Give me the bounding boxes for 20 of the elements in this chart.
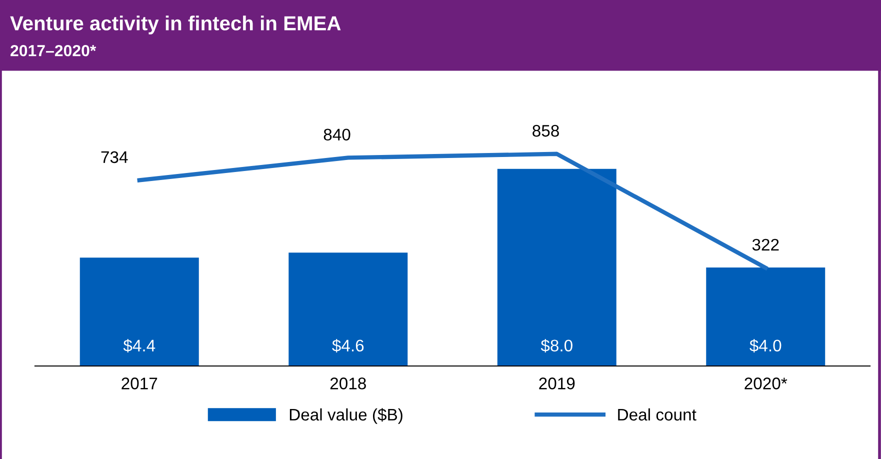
x-tick-label: 2018 xyxy=(330,378,366,390)
x-tick-label: 2019 xyxy=(539,378,575,390)
bar xyxy=(80,258,199,366)
data-label: $4.6 xyxy=(332,339,364,352)
data-label: $4.0 xyxy=(750,339,782,352)
legend-label: Deal count xyxy=(618,408,696,421)
legend-label: Deal value ($B) xyxy=(290,408,402,424)
chart-title: Venture activity in fintech in EMEA xyxy=(10,16,341,34)
bar xyxy=(288,252,408,366)
x-tick-label: 2020* xyxy=(744,378,788,390)
data-label: 840 xyxy=(324,128,350,141)
data-label: $4.4 xyxy=(123,339,156,352)
bar xyxy=(706,267,826,366)
data-label: 322 xyxy=(752,238,779,251)
x-tick-label: 2017 xyxy=(122,378,158,390)
bar xyxy=(497,168,616,366)
chart-subtitle: 2017–2020* xyxy=(10,44,96,56)
data-label: 734 xyxy=(101,151,128,164)
data-label: 858 xyxy=(532,124,559,137)
data-label: $8.0 xyxy=(540,339,572,352)
